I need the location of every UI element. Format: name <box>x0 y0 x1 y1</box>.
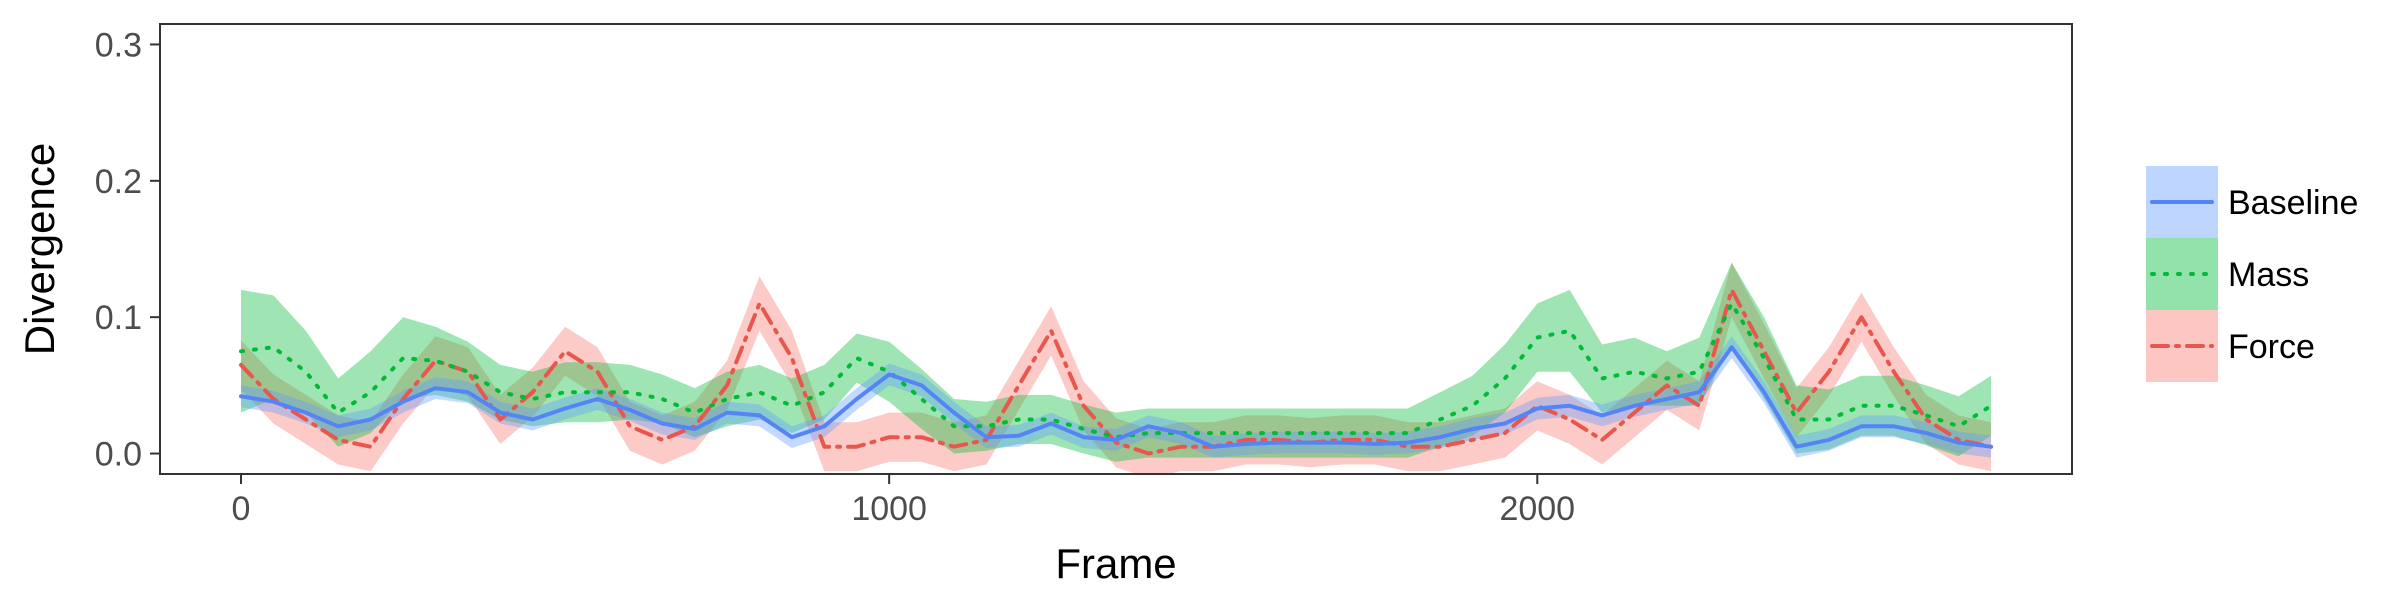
x-tick-label: 1000 <box>851 490 927 528</box>
x-tick-label: 2000 <box>1499 490 1575 528</box>
y-tick-label: 0.0 <box>95 436 142 474</box>
series-line-baseline <box>239 345 1993 449</box>
ribbon-force <box>241 262 1991 474</box>
y-tick-label: 0.3 <box>95 26 142 64</box>
plot-area <box>239 262 1993 474</box>
legend-item-mass: Mass <box>2146 238 2309 310</box>
legend-item-force: Force <box>2146 310 2315 382</box>
legend-item-baseline: Baseline <box>2146 166 2358 238</box>
y-tick-label: 0.2 <box>95 163 142 201</box>
y-tick-label: 0.1 <box>95 299 142 337</box>
series-layer <box>239 262 1993 474</box>
series-line-force <box>239 287 1993 456</box>
ribbon-mass <box>241 262 1991 462</box>
axes: 0.0 0.1 0.2 0.3 0 1000 2000 <box>95 23 2073 528</box>
x-axis-title: Frame <box>1055 540 1176 587</box>
panel-border <box>159 23 2073 475</box>
y-axis-title: Divergence <box>16 143 63 355</box>
legend: Baseline Mass Force <box>2146 166 2358 382</box>
legend-label: Mass <box>2228 256 2309 294</box>
legend-label: Baseline <box>2228 184 2358 222</box>
legend-label: Force <box>2228 328 2315 366</box>
x-tick-label: 0 <box>232 490 251 528</box>
